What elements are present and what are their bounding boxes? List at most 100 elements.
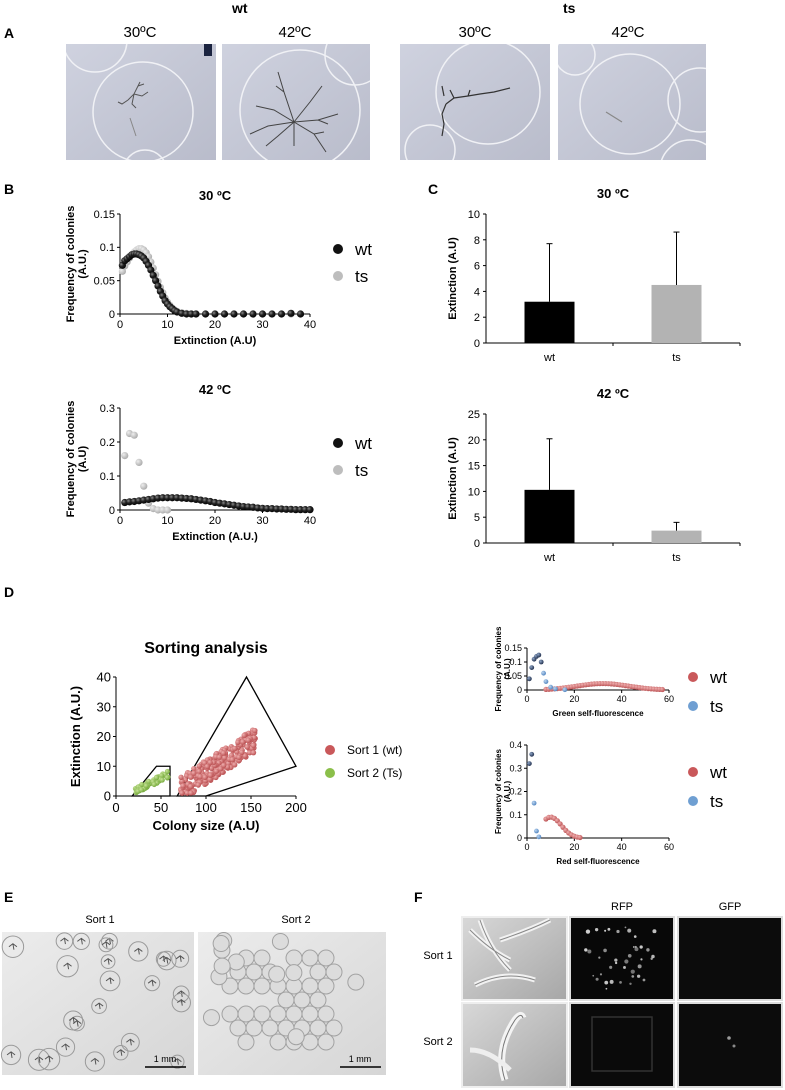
- data-point-sort1: [220, 750, 227, 756]
- chart-title: 30 ºC: [597, 186, 630, 201]
- data-point-wt: [230, 310, 238, 318]
- chart-d-green: 0 0.05 0.1 0.15 0 20 40 60 Green self-fluorescen…: [494, 626, 727, 718]
- y-tick-label: 2: [474, 312, 480, 324]
- legend-marker: [325, 745, 335, 755]
- data-point-wt: [258, 310, 267, 318]
- micrograph-wt-42: [204, 44, 370, 160]
- y-tick-label: 6: [474, 261, 480, 273]
- hypha: [176, 990, 186, 998]
- colony: [317, 949, 335, 967]
- colony: [301, 1005, 319, 1023]
- data-point-sort1: [250, 749, 257, 756]
- colony: [285, 949, 303, 967]
- bar-wt: [524, 489, 575, 543]
- data-point-sort2: [164, 774, 170, 781]
- colony: [100, 954, 116, 969]
- panel-a-label-wt-42: 42ºC: [279, 24, 312, 41]
- colony: [113, 1045, 129, 1061]
- y-axis-label: Extinction (A.U): [447, 437, 459, 520]
- data-point-sort1: [244, 744, 250, 750]
- fluorescent-spot: [607, 927, 611, 931]
- x-tick-label: 0: [117, 319, 123, 331]
- data-point-sort1: [251, 734, 258, 741]
- hypha: [173, 1058, 182, 1065]
- data-point-ts: [538, 659, 544, 665]
- data-point-sort1: [188, 783, 194, 790]
- bar-ts: [651, 284, 702, 343]
- colony: [317, 1033, 335, 1051]
- colony: [317, 1005, 335, 1023]
- hypha: [105, 977, 115, 984]
- data-point-sort1: [202, 774, 208, 781]
- y-tick-label: 25: [468, 409, 480, 421]
- x-tick-label: 10: [161, 515, 173, 527]
- y-tick-label: 0.1: [100, 242, 115, 254]
- colony: [245, 1019, 263, 1037]
- colony: [309, 963, 327, 981]
- legend-marker: [333, 244, 343, 254]
- data-point-sort1: [196, 768, 202, 775]
- colony: [245, 963, 263, 981]
- fluorescent-spot: [624, 959, 629, 964]
- panel-f-sort1-gfp: [677, 916, 783, 1001]
- fluorescent-spot: [651, 954, 655, 959]
- data-point-ts: [541, 670, 546, 676]
- legend-marker: [333, 438, 343, 448]
- data-point-wt: [268, 310, 276, 318]
- fluorescent-spot: [640, 958, 643, 961]
- data-point-sort1: [207, 759, 213, 766]
- data-point-sort1: [195, 782, 202, 788]
- data-point-ts: [536, 652, 542, 658]
- y-tick-label: 4: [474, 286, 480, 298]
- x-tick-label: 60: [664, 842, 674, 852]
- fluorescent-spot: [634, 945, 637, 948]
- colony: [268, 965, 286, 983]
- fluorescent-spot: [637, 964, 642, 969]
- y-tick-label: 5: [474, 512, 480, 524]
- data-point-sort2: [151, 781, 157, 788]
- panel-letter-a: A: [4, 25, 14, 41]
- legend-label: wt: [709, 668, 727, 687]
- colony: [63, 1010, 84, 1031]
- data-point-ts: [562, 687, 568, 693]
- data-point-ts: [543, 679, 549, 684]
- colony: [56, 955, 79, 978]
- panel-letter-f: F: [414, 889, 423, 905]
- legend-marker: [325, 768, 335, 778]
- data-point-ts: [529, 751, 535, 757]
- y-tick-label: 0.1: [100, 471, 115, 483]
- colony: [120, 1032, 140, 1052]
- x-tick-label: wt: [543, 352, 555, 364]
- fluorescent-spot: [630, 969, 635, 974]
- data-point-sort1: [236, 754, 242, 761]
- colony: [309, 991, 327, 1009]
- bar-wt: [524, 301, 575, 343]
- data-point-sort2: [159, 777, 165, 783]
- panel-f-col-rfp: RFP: [611, 901, 633, 913]
- data-point-sort1: [242, 753, 248, 759]
- y-tick-label: 40: [97, 670, 111, 685]
- y-tick-label: 0.4: [509, 740, 522, 750]
- panel-a-label-ts-42: 42ºC: [612, 24, 645, 41]
- x-tick-label: 40: [304, 319, 316, 331]
- legend-label: ts: [355, 267, 368, 286]
- colony: [202, 1009, 220, 1027]
- x-tick-label: 50: [154, 800, 168, 815]
- panel-letter-e: E: [4, 889, 13, 905]
- data-point-sort1: [252, 727, 258, 734]
- micrograph-ts-30: [400, 44, 550, 160]
- fluorescent-spot: [614, 961, 618, 965]
- data-point-sort1: [184, 790, 190, 796]
- fluorescent-spot: [623, 966, 626, 969]
- x-tick-label: 60: [664, 694, 674, 704]
- y-tick-label: 0: [109, 309, 115, 321]
- data-point-sort1: [197, 773, 203, 780]
- legend-label: Sort 2 (Ts): [347, 766, 402, 780]
- data-point-wt: [192, 310, 200, 318]
- panel-f-sort1-brightfield: [461, 916, 568, 1001]
- colony: [99, 970, 121, 992]
- data-point-wt: [220, 310, 229, 318]
- data-point-sort1: [232, 745, 238, 752]
- x-tick-label: 10: [161, 319, 173, 331]
- y-tick-label: 0.1: [509, 810, 522, 820]
